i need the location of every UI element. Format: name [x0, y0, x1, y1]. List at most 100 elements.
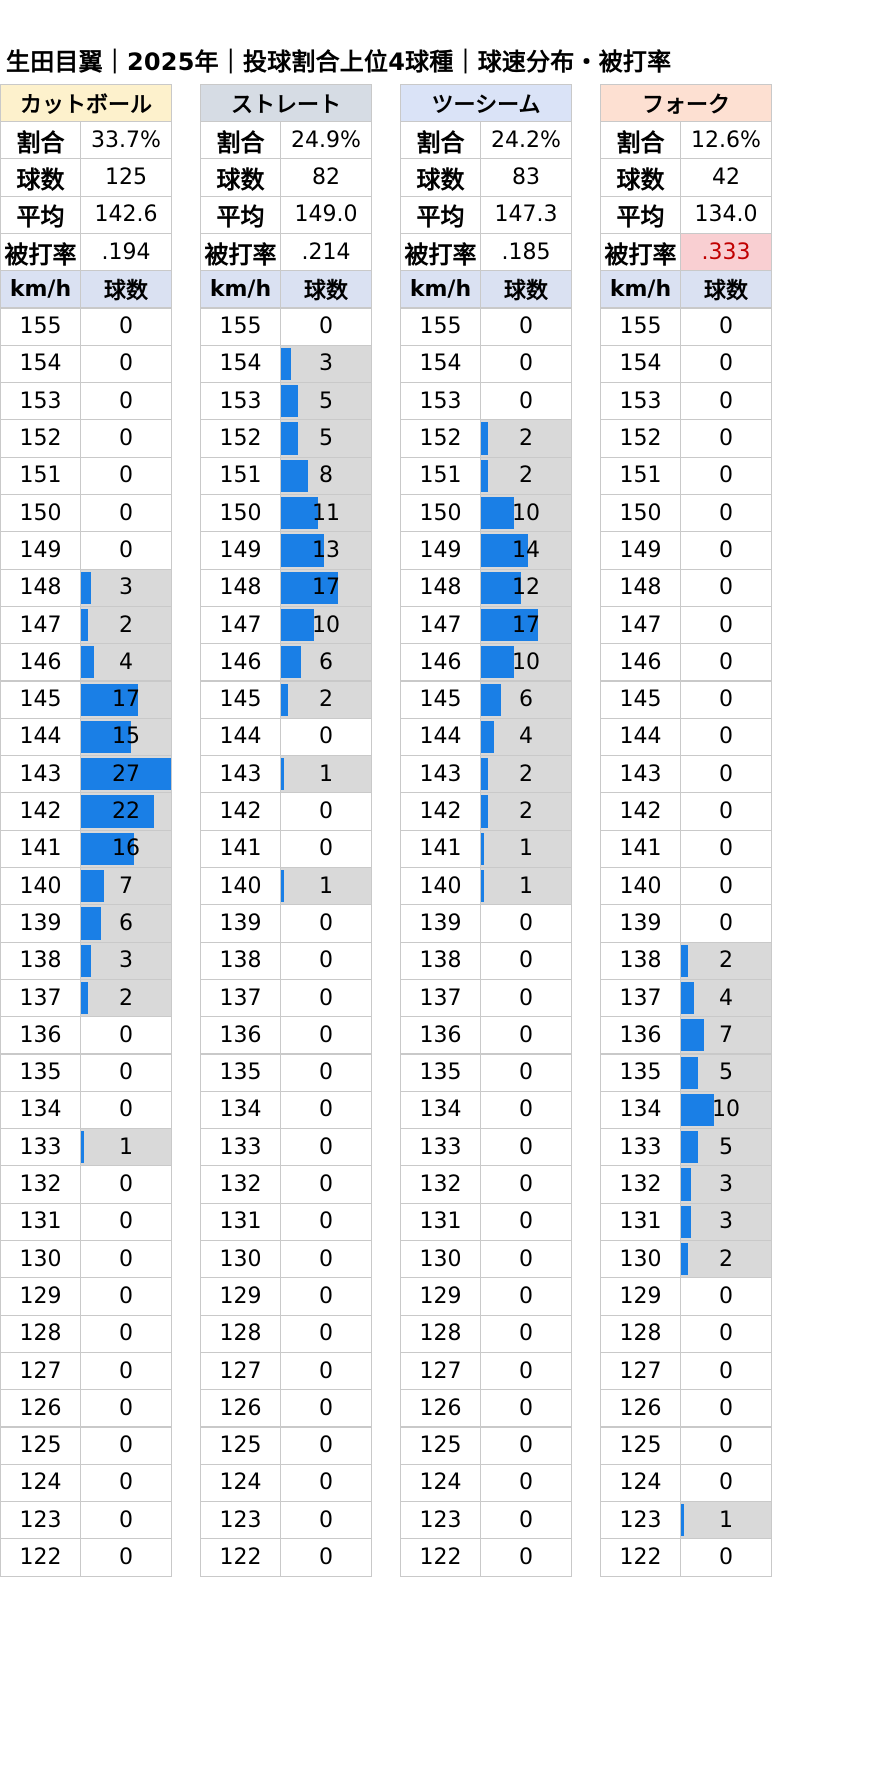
speed-bin-count: 0 [280, 717, 372, 757]
speed-bin-count: 2 [280, 680, 372, 719]
speed-bin-label: 135 [0, 1053, 81, 1092]
speed-bin-label: 153 [400, 382, 481, 421]
speed-bin-count-value: 0 [119, 1060, 133, 1086]
speed-bin-count: 0 [80, 1538, 172, 1577]
speed-bin-count: 0 [680, 419, 772, 458]
speed-bar [281, 646, 301, 679]
speed-bin-count: 0 [280, 1016, 372, 1055]
speed-bar [681, 1205, 691, 1238]
speed-bar [681, 1131, 698, 1164]
speed-bin-count-value: 0 [519, 1209, 533, 1235]
speed-bar [81, 981, 88, 1015]
speed-bin-label: 135 [200, 1053, 281, 1092]
pitch-name-header: カットボール [0, 84, 172, 122]
stat-value-count: 42 [680, 158, 772, 197]
speed-bin-label: 136 [200, 1016, 281, 1055]
speed-bin-label: 154 [200, 344, 281, 384]
speed-bin-label: 123 [400, 1501, 481, 1540]
speed-bin-count-value: 10 [712, 1097, 740, 1123]
speed-bin-count: 0 [280, 1165, 372, 1204]
speed-bin-count: 0 [480, 1090, 572, 1130]
stat-label-ba: 被打率 [600, 232, 681, 272]
speed-bar [481, 459, 488, 492]
speed-bin-count: 0 [680, 904, 772, 943]
speed-bin-count-value: 0 [719, 463, 733, 489]
speed-bin-count: 8 [280, 456, 372, 495]
speed-bar [281, 870, 285, 903]
speed-bin-label: 136 [600, 1016, 681, 1055]
speed-bin-count-value: 22 [112, 799, 140, 825]
speed-bin-count-value: 0 [719, 873, 733, 899]
speed-bin-label: 130 [200, 1240, 281, 1279]
speed-bin-label: 139 [0, 904, 81, 943]
speed-bin-count-value: 0 [319, 1097, 333, 1123]
speed-bin-count-value: 0 [119, 1321, 133, 1347]
speed-bin-label: 130 [400, 1240, 481, 1279]
speed-bar [281, 385, 298, 418]
stat-label-count: 球数 [200, 158, 281, 197]
speed-bin-label: 128 [600, 1314, 681, 1353]
speed-bin-label: 140 [200, 867, 281, 906]
speed-bin-count-value: 0 [519, 1060, 533, 1086]
speed-bin-label: 126 [200, 1389, 281, 1428]
speed-bin-count-value: 6 [319, 649, 333, 675]
speed-bin-label: 134 [200, 1090, 281, 1130]
speed-bin-label: 146 [0, 643, 81, 682]
speed-bin-count-value: 0 [519, 948, 533, 974]
speed-bar [681, 1168, 691, 1201]
speed-bin-label: 126 [400, 1389, 481, 1428]
speed-bin-label: 150 [200, 494, 281, 533]
stat-label-count: 球数 [600, 158, 681, 197]
speed-bin-count: 0 [680, 344, 772, 384]
speed-bin-label: 129 [400, 1277, 481, 1316]
speed-bar [681, 944, 688, 977]
speed-bin-label: 146 [200, 643, 281, 682]
speed-bin-count: 22 [80, 792, 172, 831]
speed-bin-count: 16 [80, 829, 172, 868]
stat-value-ratio: 24.2% [480, 121, 572, 160]
speed-bin-count: 0 [680, 1463, 772, 1503]
speed-bin-count: 3 [680, 1165, 772, 1204]
speed-bin-label: 143 [200, 755, 281, 794]
speed-bar [81, 646, 95, 679]
speed-bin-label: 143 [0, 755, 81, 794]
speed-bin-count: 17 [280, 568, 372, 607]
speed-bar [681, 1093, 715, 1127]
speed-bin-count-value: 10 [512, 649, 540, 675]
speed-bin-count: 0 [680, 382, 772, 421]
speed-bin-count: 4 [680, 978, 772, 1018]
speed-bin-count-value: 0 [719, 1358, 733, 1384]
speed-bin-label: 149 [200, 531, 281, 570]
stat-value-avg: 134.0 [680, 195, 772, 234]
speed-bin-count: 15 [80, 717, 172, 757]
speed-bin-label: 151 [400, 456, 481, 495]
speed-bin-label: 150 [400, 494, 481, 533]
column-header-count: 球数 [680, 270, 772, 309]
speed-bin-count-value: 0 [519, 1395, 533, 1421]
speed-bin-count-value: 0 [319, 985, 333, 1011]
speed-bin-count: 2 [480, 419, 572, 458]
speed-bin-count: 0 [80, 1463, 172, 1503]
stat-value-ratio: 33.7% [80, 121, 172, 160]
speed-bin-count: 0 [480, 941, 572, 980]
speed-bin-count-value: 7 [719, 1022, 733, 1048]
speed-bin-label: 138 [0, 941, 81, 980]
speed-bin-label: 146 [600, 643, 681, 682]
speed-bin-count-value: 0 [119, 1433, 133, 1459]
speed-bin-count-value: 1 [719, 1507, 733, 1533]
speed-bin-count: 0 [80, 1240, 172, 1279]
speed-bin-count: 17 [80, 680, 172, 719]
speed-bin-label: 133 [600, 1128, 681, 1167]
speed-bin-label: 124 [600, 1463, 681, 1503]
speed-bin-count: 0 [280, 1277, 372, 1316]
speed-bin-count-value: 0 [519, 1283, 533, 1309]
speed-bin-count-value: 0 [119, 314, 133, 340]
speed-bin-label: 128 [400, 1314, 481, 1353]
speed-bin-label: 147 [0, 605, 81, 645]
speed-bin-count-value: 3 [319, 351, 333, 377]
speed-bin-count: 3 [280, 344, 372, 384]
speed-bin-count-value: 0 [719, 1433, 733, 1459]
speed-bin-count: 0 [480, 344, 572, 384]
speed-bar [481, 608, 538, 642]
speed-bin-label: 147 [600, 605, 681, 645]
